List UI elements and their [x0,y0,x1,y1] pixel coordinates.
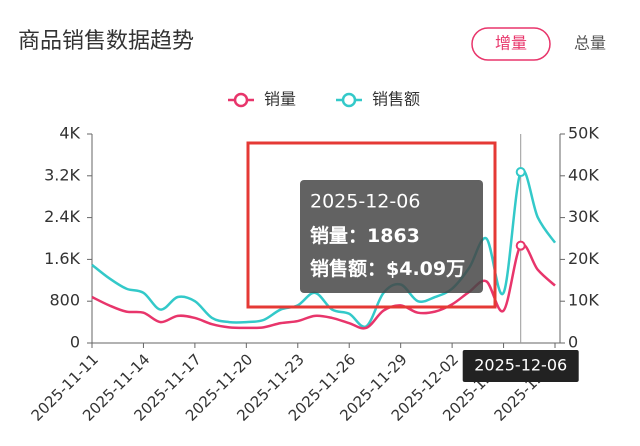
increment-button[interactable] [471,27,551,61]
axis-pointer-label: 2025-12-06 [474,356,567,375]
tooltip-label: 销售额： [310,257,386,280]
title: 商品销售数据趋势 [18,29,194,54]
y2-tick-label: 0 [568,333,578,352]
axis-pointer-label-box [462,350,579,382]
legend-marker [233,92,249,108]
tooltip-value: 1863 [367,225,420,247]
total-button-label[interactable]: 总量 [574,34,606,53]
tooltip-date: 2025-12-06 [310,191,420,213]
y2-tick-label: 20K [568,249,599,268]
y2-tick-label: 40K [568,165,599,184]
y2-tick-label: 10K [568,291,599,310]
tooltip-value: $4.09万 [386,258,465,280]
tooltip-label: 销量： [310,224,367,247]
highlight-point [515,240,526,251]
highlight-point [515,167,526,178]
annotation-box [246,141,497,309]
y2-tick-label: 50K [568,124,599,143]
tooltip-row: 销量：1863 [310,224,420,247]
y-tick-label: 3.2K [44,165,80,184]
tooltip-box [300,180,483,293]
legend-label: 销售额 [372,90,420,109]
y-tick-label: 0 [70,333,80,352]
y-tick-label: 4K [59,124,80,143]
y-tick-label: 1.6K [44,249,80,268]
increment-button-label[interactable]: 增量 [495,34,527,53]
y-tick-label: 2.4K [44,207,80,226]
tooltip-row: 销售额：$4.09万 [310,257,465,280]
series-line [91,168,557,329]
y2-tick-label: 30K [568,207,599,226]
legend-marker [341,92,357,108]
legend-label: 销量 [264,90,296,109]
y-tick-label: 800 [49,291,80,310]
